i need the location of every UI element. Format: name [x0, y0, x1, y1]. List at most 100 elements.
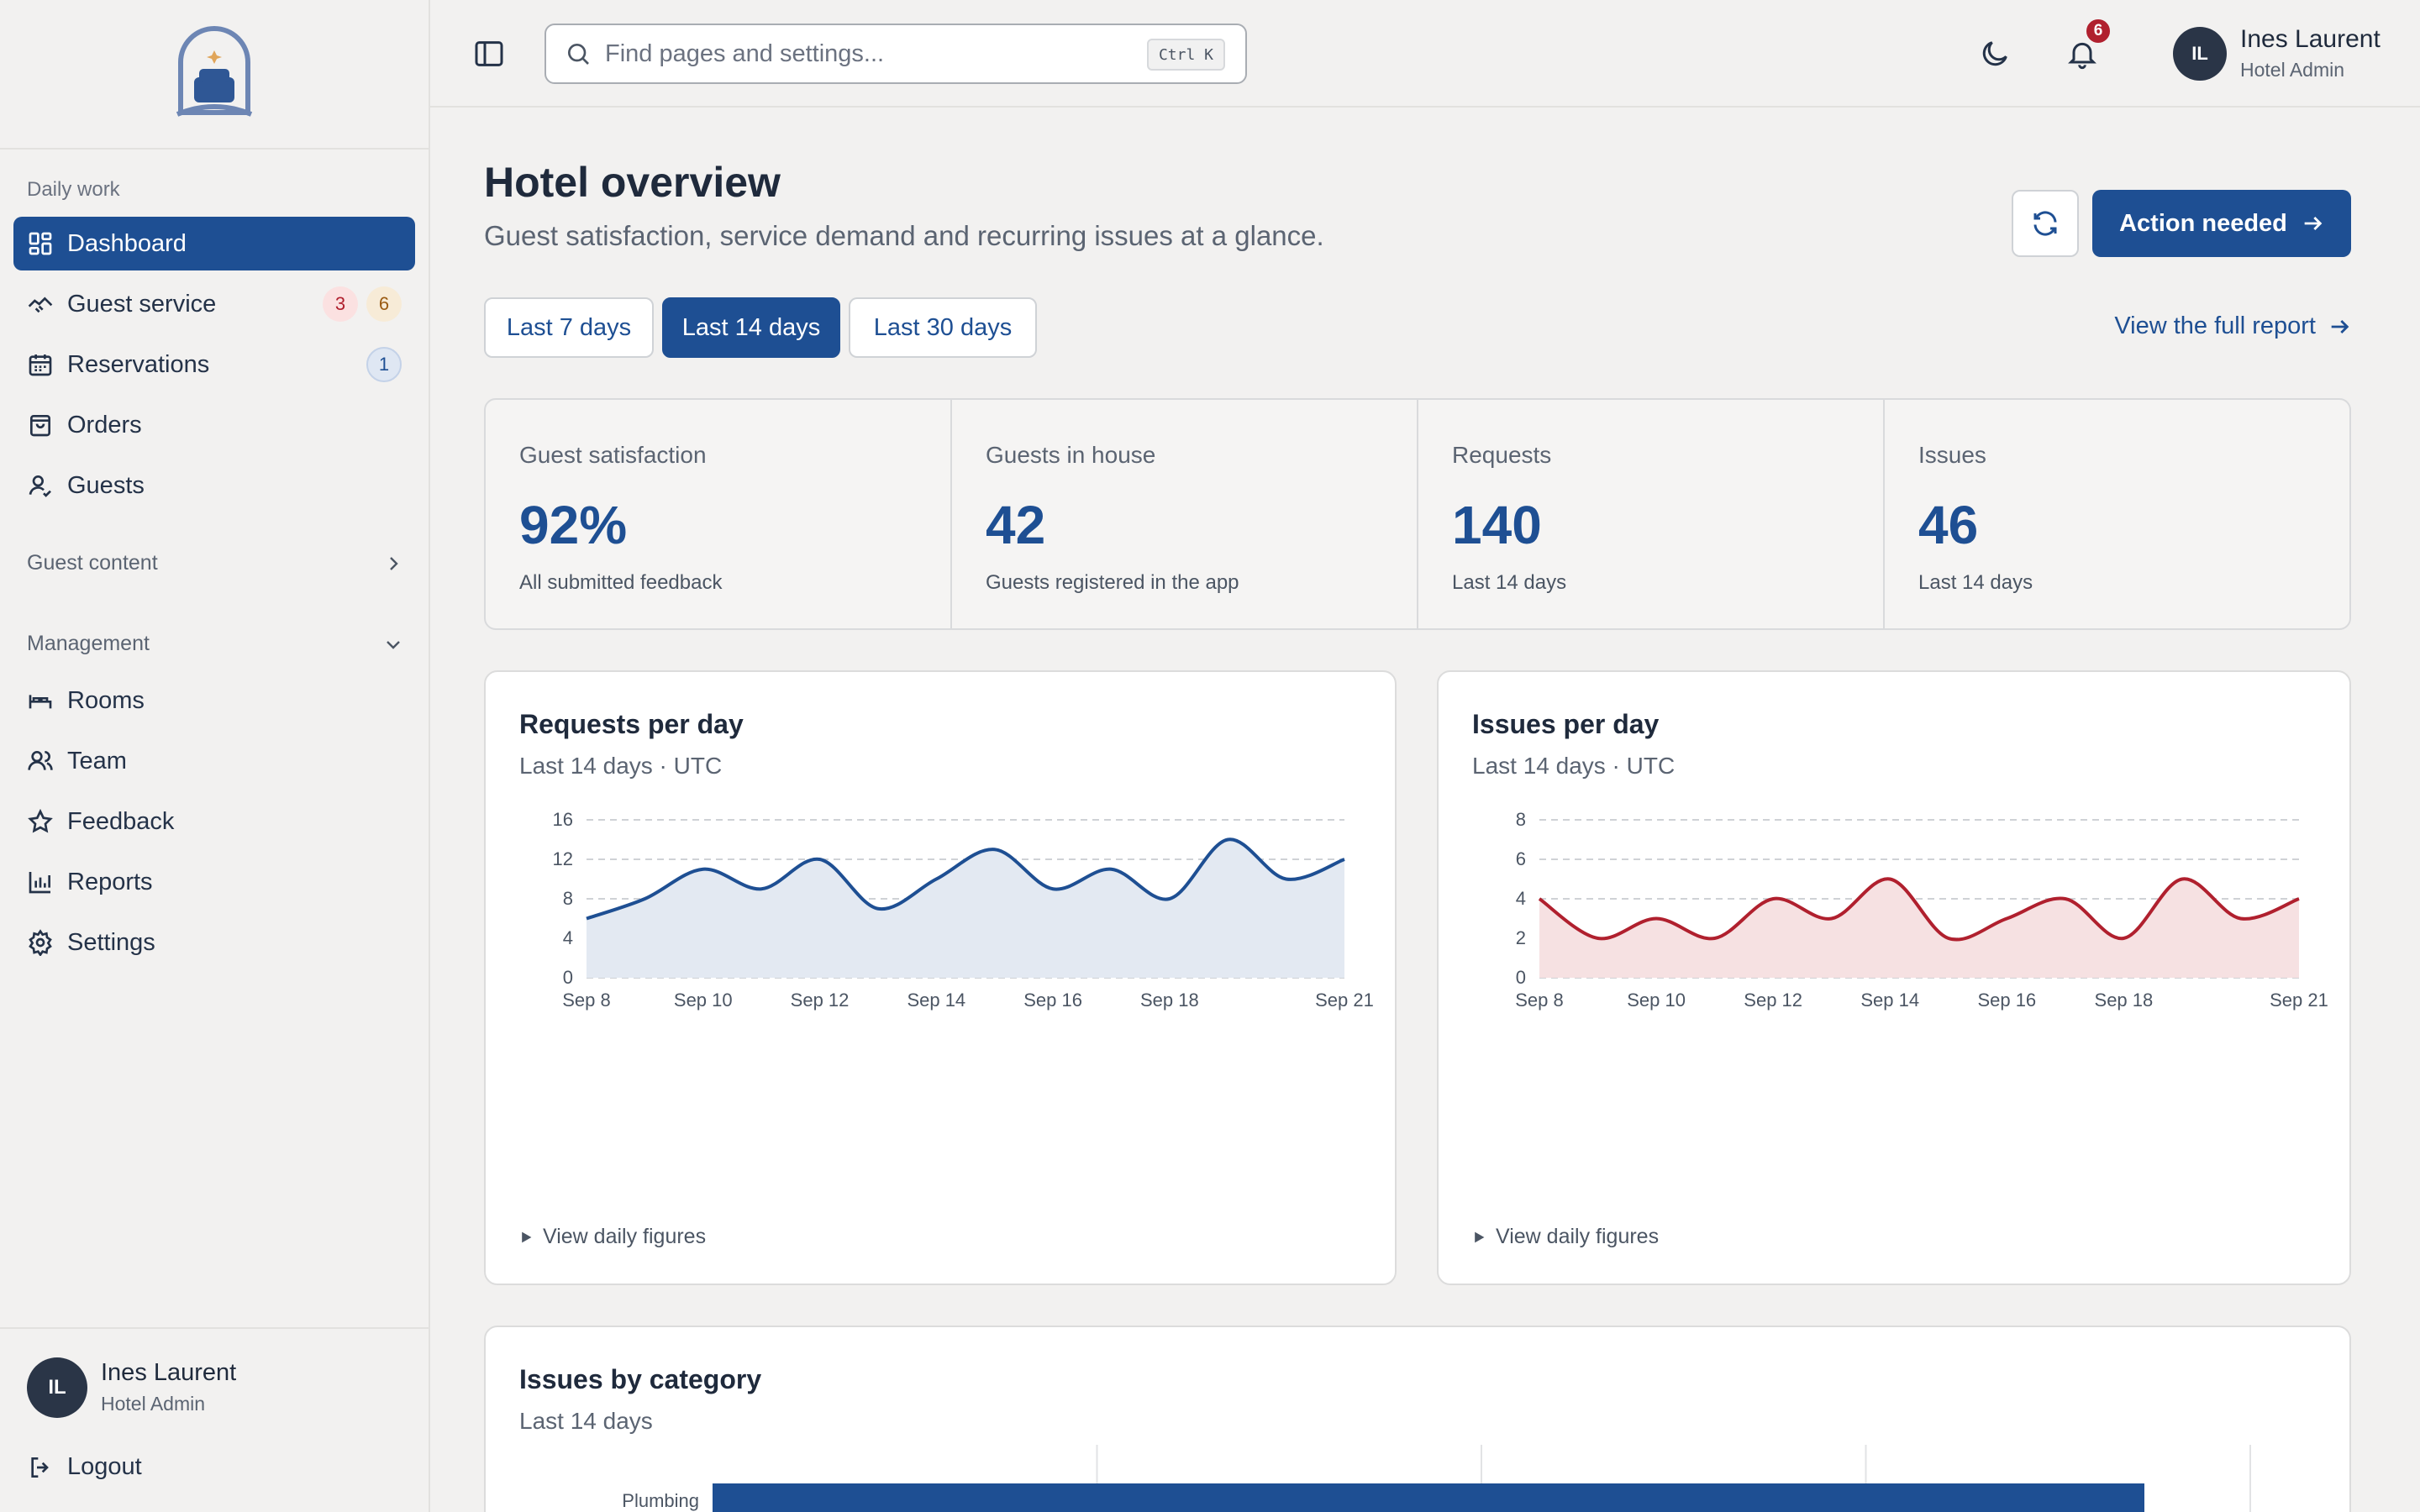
range-7-days-button[interactable]: Last 7 days: [484, 297, 654, 358]
search-input[interactable]: Find pages and settings... Ctrl K: [544, 24, 1247, 84]
requests-chart-card: Requests per day Last 14 days · UTC 0 4 8 1…: [484, 670, 1397, 1285]
range-14-days-button[interactable]: Last 14 days: [662, 297, 840, 358]
area-fill: [587, 839, 1344, 978]
stat-note: Guests registered in the app: [986, 571, 1239, 594]
sidebar-item-label: Feedback: [67, 807, 175, 835]
x-tick-label: Sep 8: [562, 990, 611, 1011]
hotel-logo-icon: [176, 26, 253, 117]
theme-toggle-button[interactable]: [1978, 37, 2012, 71]
y-tick-label: 12: [553, 848, 573, 869]
x-tick-label: Sep 8: [1515, 990, 1564, 1011]
section-toggle-management[interactable]: Management: [27, 632, 403, 656]
requests-per-day-chart: 0 4 8 12 16 Sep 8 Sep 10 Sep 12 Sep 14 Sep 16 Sep …: [553, 809, 1374, 1011]
action-needed-button[interactable]: Action needed: [2092, 190, 2351, 257]
view-daily-figures-toggle[interactable]: View daily figures: [1472, 1225, 1659, 1249]
count-badge-urgent: 3: [323, 286, 358, 322]
logout-label: Logout: [67, 1453, 142, 1480]
y-tick-label: 16: [553, 809, 573, 830]
stat-value: 140: [1452, 495, 1542, 555]
shopping-bag-icon: [30, 415, 50, 437]
x-tick-label: Sep 18: [1140, 990, 1199, 1011]
issues-chart-card: Issues per day Last 14 days · UTC 0 2 4 6 8 S…: [1437, 670, 2351, 1285]
x-tick-label: Sep 14: [1860, 990, 1919, 1011]
user-role: Hotel Admin: [101, 1393, 206, 1415]
area-fill: [1539, 879, 2299, 978]
keyboard-shortcut: Ctrl K: [1146, 39, 1225, 71]
moon-icon: [1982, 41, 2007, 66]
sidebar-item-rooms[interactable]: Rooms: [13, 674, 415, 727]
refresh-button[interactable]: [2012, 190, 2079, 257]
triangle-right-icon: [522, 1231, 532, 1242]
search-icon: [568, 44, 589, 65]
stat-value: 92%: [519, 495, 628, 555]
sidebar-item-label: Reservations: [67, 350, 210, 378]
details-label: View daily figures: [543, 1225, 707, 1248]
sidebar-item-label: Guest service: [67, 290, 217, 318]
stat-guest-satisfaction: Guest satisfaction 92% All submitted fee…: [486, 400, 952, 628]
topbar: Find pages and settings... Ctrl K 6 IL I…: [430, 0, 2420, 108]
stat-note: Last 14 days: [1918, 571, 2033, 594]
action-needed-label: Action needed: [2119, 209, 2287, 237]
sidebar-item-guests[interactable]: Guests: [13, 459, 415, 512]
section-label: Guest content: [27, 551, 158, 575]
section-label: Management: [27, 632, 150, 655]
main-content: Hotel overview Guest satisfaction, servi…: [430, 109, 2420, 1512]
full-report-link[interactable]: View the full report: [2114, 312, 2351, 340]
x-tick-label: Sep 14: [907, 990, 965, 1011]
stat-requests: Requests 140 Last 14 days: [1418, 400, 1885, 628]
refresh-icon: [2033, 211, 2057, 236]
sidebar-item-settings[interactable]: Settings: [13, 916, 415, 969]
stat-value: 42: [986, 495, 1046, 555]
sidebar-item-dashboard[interactable]: Dashboard: [13, 217, 415, 270]
sidebar-toggle-button[interactable]: [472, 37, 506, 71]
arrow-right-icon: [2331, 319, 2349, 333]
page-subtitle: Guest satisfaction, service demand and r…: [484, 220, 1324, 251]
issues-per-day-chart: 0 2 4 6 8 Sep 8 Sep 10 Sep 12 Sep 14 Sep 16 Sep 18…: [1515, 809, 2328, 1011]
avatar[interactable]: IL: [27, 1357, 87, 1418]
user-name: Ines Laurent: [101, 1359, 237, 1386]
user-avatar[interactable]: IL: [2173, 27, 2227, 81]
sidebar: Daily work Dashboard Guest service 3 6 R…: [0, 0, 430, 1512]
stat-label: Requests: [1452, 442, 1552, 468]
nav-group-daily-work: Daily work: [27, 178, 120, 201]
gear-icon: [29, 929, 52, 956]
notifications-button[interactable]: 6: [2065, 17, 2112, 71]
x-tick-label: Sep 21: [2270, 990, 2328, 1011]
stat-note: Last 14 days: [1452, 571, 1567, 594]
stat-label: Guests in house: [986, 442, 1156, 468]
sidebar-item-label: Settings: [67, 928, 155, 956]
logout-button[interactable]: Logout: [27, 1453, 142, 1481]
sidebar-item-label: Team: [67, 747, 127, 774]
sidebar-item-feedback[interactable]: Feedback: [13, 795, 415, 848]
dashboard-icon: [29, 232, 52, 255]
series-line: [1538, 877, 2300, 942]
x-tick-label: Sep 18: [2095, 990, 2154, 1011]
sidebar-item-orders[interactable]: Orders: [13, 398, 415, 452]
details-label: View daily figures: [1496, 1225, 1660, 1248]
y-tick-label: 8: [563, 888, 573, 909]
logo[interactable]: [0, 0, 429, 150]
view-daily-figures-toggle[interactable]: View daily figures: [519, 1225, 706, 1249]
bed-icon: [29, 695, 52, 709]
stat-issues: Issues 46 Last 14 days: [1885, 400, 2349, 628]
y-tick-label: 8: [1516, 809, 1526, 830]
stat-guests-in-house: Guests in house 42 Guests registered in …: [952, 400, 1418, 628]
category-label: Plumbing: [622, 1490, 699, 1511]
x-tick-label: Sep 10: [674, 990, 733, 1011]
section-toggle-guest-content[interactable]: Guest content: [27, 551, 403, 575]
sidebar-item-reports[interactable]: Reports: [13, 855, 415, 909]
bar-chart-icon: [29, 872, 50, 894]
sidebar-item-guest-service[interactable]: Guest service 3 6: [13, 277, 415, 331]
x-tick-label: Sep 12: [1744, 990, 1802, 1011]
x-tick-label: Sep 12: [791, 990, 850, 1011]
sidebar-item-team[interactable]: Team: [13, 734, 415, 788]
stat-value: 46: [1918, 495, 1979, 555]
card-title: Requests per day: [519, 709, 744, 739]
stat-label: Issues: [1918, 442, 1986, 468]
stat-label: Guest satisfaction: [519, 442, 707, 468]
range-30-days-button[interactable]: Last 30 days: [849, 297, 1037, 358]
x-tick-label: Sep 16: [1977, 990, 2036, 1011]
page-title: Hotel overview: [484, 159, 781, 206]
sidebar-item-reservations[interactable]: Reservations 1: [13, 338, 415, 391]
issues-by-category-chart: Plumbing: [622, 1445, 2251, 1512]
